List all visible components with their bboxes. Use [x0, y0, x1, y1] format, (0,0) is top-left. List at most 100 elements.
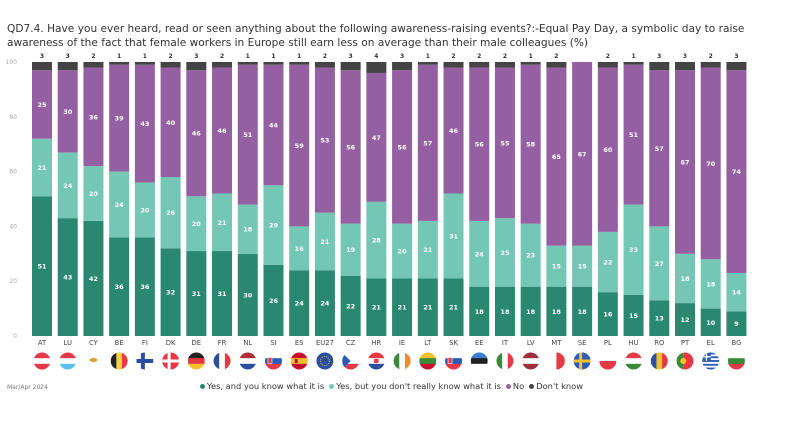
- sweden-flag-icon: [573, 352, 591, 370]
- bar-segment: [726, 311, 747, 336]
- data-label: 51: [243, 131, 253, 139]
- bar-segment: [186, 70, 207, 197]
- bar-segment: [469, 62, 490, 68]
- data-label: 19: [346, 246, 356, 254]
- legend-item-yes-not-know: Yes, but you don't really know what it i…: [329, 381, 501, 391]
- data-label: 51: [37, 263, 47, 271]
- bar-segment: [134, 182, 155, 238]
- dont-know-label: 3: [657, 53, 661, 60]
- data-label: 25: [37, 101, 47, 109]
- bar-segment: [237, 64, 258, 205]
- bar-segment: [314, 67, 335, 213]
- data-label: 13: [655, 315, 664, 323]
- bar-segment: [700, 308, 721, 336]
- bar-segment: [649, 62, 670, 71]
- bar-segment: [546, 286, 567, 336]
- bar-segment: [366, 201, 387, 279]
- data-label: 39: [115, 115, 125, 123]
- data-label: 21: [37, 164, 47, 172]
- bar-segment: [32, 70, 52, 139]
- bar-segment: [392, 62, 413, 71]
- category-label: CY: [89, 339, 99, 347]
- data-label: 21: [423, 246, 433, 254]
- bar-segment: [212, 251, 233, 336]
- greece-flag-icon: [702, 352, 720, 370]
- category-label: FI: [142, 339, 148, 347]
- category-label: EL: [707, 339, 715, 347]
- y-tick-label: 80: [9, 114, 17, 121]
- bar-segment: [160, 67, 181, 178]
- legend-label: Don't know: [536, 381, 584, 391]
- data-label: 67: [680, 159, 689, 167]
- data-label: 44: [269, 122, 279, 130]
- dont-know-label: 1: [117, 53, 121, 60]
- portugal-flag-icon: [676, 352, 694, 370]
- data-label: 33: [629, 246, 638, 254]
- bar-segment: [186, 196, 207, 252]
- bar-segment: [109, 171, 130, 238]
- estonia-flag-icon: [470, 352, 488, 370]
- denmark-flag-icon: [162, 352, 180, 370]
- data-label: 16: [603, 311, 613, 319]
- category-label: BE: [115, 339, 124, 347]
- bar-segment: [237, 253, 258, 336]
- data-label: 26: [269, 297, 279, 305]
- bar-segment: [109, 62, 130, 65]
- dont-know-label: 1: [297, 53, 301, 60]
- dont-know-label: 2: [91, 53, 95, 60]
- data-label: 25: [500, 249, 510, 257]
- bar-segment: [546, 67, 567, 246]
- latvia-flag-icon: [522, 352, 540, 370]
- bar-segment: [392, 223, 413, 279]
- bar-segment: [726, 272, 747, 312]
- bar-segment: [83, 220, 104, 336]
- data-label: 21: [218, 219, 228, 227]
- data-label: 20: [192, 220, 202, 228]
- data-label: 14: [732, 289, 742, 297]
- data-label: 57: [423, 139, 432, 147]
- category-label: AT: [38, 339, 47, 347]
- bar-segment: [32, 196, 52, 336]
- data-label: 70: [706, 160, 716, 168]
- dont-know-label: 3: [683, 53, 687, 60]
- legend-dot: [329, 383, 335, 389]
- data-label: 65: [552, 153, 562, 161]
- data-label: 15: [578, 263, 588, 271]
- data-label: 20: [140, 206, 150, 214]
- legend-item-no: No: [505, 381, 524, 391]
- italy-flag-icon: [496, 352, 514, 370]
- bar-segment: [160, 62, 181, 68]
- data-label: 21: [398, 304, 408, 312]
- bar-segment: [392, 278, 413, 336]
- dont-know-label: 1: [143, 53, 147, 60]
- data-label: 74: [732, 168, 742, 176]
- czechia-flag-icon: [342, 352, 360, 370]
- data-label: 18: [578, 308, 588, 316]
- category-label: IT: [502, 339, 509, 347]
- category-label: IE: [399, 339, 405, 347]
- data-label: 28: [372, 237, 382, 245]
- legend-label: Yes, but you don't really know what it i…: [336, 381, 501, 391]
- data-label: 30: [63, 108, 73, 116]
- bar-segment: [443, 278, 464, 336]
- bar-segment: [417, 62, 438, 65]
- data-label: 18: [706, 280, 716, 288]
- data-label: 24: [475, 250, 485, 258]
- chart-title: QD7.4. Have you ever heard, read or seen…: [7, 23, 745, 49]
- poland-flag-icon: [599, 352, 617, 370]
- spain-flag-icon: [290, 352, 308, 370]
- dont-know-label: 1: [271, 53, 275, 60]
- category-label: PT: [681, 339, 690, 347]
- bar-segment: [572, 62, 593, 246]
- dont-know-label: 3: [349, 53, 353, 60]
- data-label: 46: [192, 130, 202, 138]
- data-label: 31: [449, 232, 459, 240]
- bar-segment: [623, 64, 644, 205]
- data-label: 21: [372, 304, 382, 312]
- bar-segment: [469, 67, 490, 221]
- ireland-flag-icon: [393, 352, 411, 370]
- data-label: 36: [89, 113, 99, 121]
- bar-segment: [134, 62, 155, 65]
- bar-segment: [83, 62, 104, 68]
- dont-know-label: 2: [554, 53, 558, 60]
